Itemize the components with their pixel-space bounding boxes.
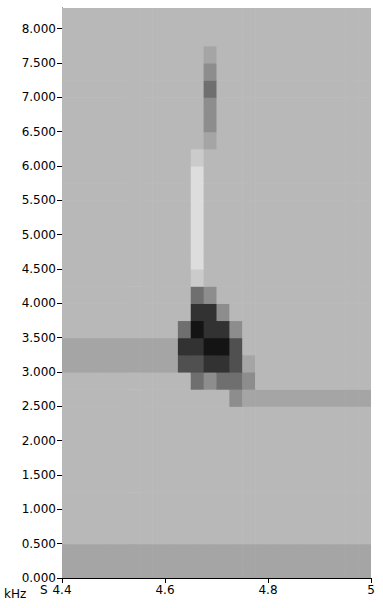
svg-text:3.000: 3.000 [22, 365, 56, 379]
svg-text:2.000: 2.000 [22, 434, 56, 448]
svg-text:S: S [40, 583, 48, 597]
svg-text:4.4: 4.4 [52, 583, 71, 597]
svg-text:kHz: kHz [4, 587, 26, 601]
svg-text:5: 5 [367, 583, 375, 597]
svg-text:8.000: 8.000 [22, 22, 56, 36]
svg-text:1.000: 1.000 [22, 502, 56, 516]
svg-text:5.000: 5.000 [22, 228, 56, 242]
svg-text:0.000: 0.000 [22, 571, 56, 585]
svg-text:5.500: 5.500 [22, 193, 56, 207]
svg-text:7.500: 7.500 [22, 56, 56, 70]
svg-text:4.000: 4.000 [22, 296, 56, 310]
svg-text:7.000: 7.000 [22, 90, 56, 104]
svg-text:4.500: 4.500 [22, 262, 56, 276]
svg-text:4.8: 4.8 [258, 583, 277, 597]
svg-text:2.500: 2.500 [22, 399, 56, 413]
svg-text:4.6: 4.6 [155, 583, 174, 597]
svg-text:0.500: 0.500 [22, 537, 56, 551]
svg-text:6.500: 6.500 [22, 125, 56, 139]
svg-text:3.500: 3.500 [22, 331, 56, 345]
svg-text:1.500: 1.500 [22, 468, 56, 482]
svg-text:6.000: 6.000 [22, 159, 56, 173]
